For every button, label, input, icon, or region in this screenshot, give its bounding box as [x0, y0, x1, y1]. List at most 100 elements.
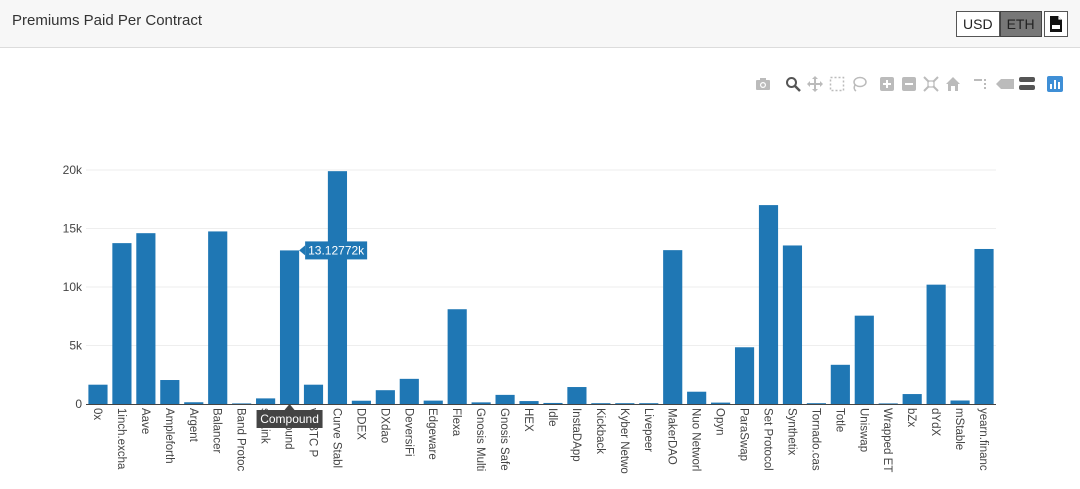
tooltip-value-arrow	[299, 245, 306, 256]
tooltip-category-arrow	[284, 404, 295, 410]
x-tick-label: Totle	[833, 408, 845, 432]
currency-eth-button[interactable]: ETH	[999, 11, 1042, 37]
hover-tooltip: 13.12772k Compound	[256, 241, 368, 428]
x-tick-label: Edgeware	[426, 408, 438, 460]
y-tick-label: 5k	[69, 339, 83, 353]
tooltip-category-box	[256, 410, 323, 428]
bar	[375, 390, 395, 404]
x-tick-label: Synthetix	[785, 408, 797, 456]
bar	[88, 384, 108, 404]
spike-lines-icon[interactable]	[972, 74, 990, 94]
x-tick-label: Band Protoc	[235, 408, 247, 472]
x-tick-label: Aave	[139, 408, 151, 434]
bar	[303, 384, 324, 404]
x-tick-label: dYdX	[929, 408, 941, 436]
reset-axes-icon[interactable]	[944, 74, 962, 94]
x-tick-label: HEX	[522, 408, 534, 432]
currency-toggle: USD ETH	[956, 11, 1042, 37]
autoscale-icon[interactable]	[922, 74, 940, 94]
x-tick-label: Gnosis Multi	[474, 408, 486, 471]
x-tick-label: Idle	[546, 408, 558, 427]
bar	[208, 231, 228, 404]
zoom-out-icon[interactable]	[900, 74, 918, 94]
x-tick-label: Curve Stabl	[330, 408, 342, 468]
x-tick-label: 1inch.excha	[115, 408, 127, 470]
bar	[591, 403, 611, 404]
x-tick-label: Tornado.cas	[809, 408, 821, 471]
bar	[543, 402, 563, 404]
bar	[232, 403, 252, 404]
bar	[160, 380, 180, 404]
x-tick-label: Uniswap	[857, 408, 869, 452]
x-tick-label: mpound	[283, 408, 295, 450]
plotly-logo-icon[interactable]	[1046, 74, 1064, 94]
y-tick-label: 20k	[63, 163, 83, 177]
bar	[950, 400, 970, 404]
camera-icon[interactable]	[754, 74, 772, 94]
bar	[902, 394, 922, 404]
bar	[711, 402, 731, 404]
tooltip-value-box	[305, 241, 368, 260]
closest-hover-icon[interactable]	[1018, 74, 1036, 94]
pan-icon[interactable]	[806, 74, 824, 94]
currency-usd-button[interactable]: USD	[956, 11, 1000, 37]
box-select-icon[interactable]	[828, 74, 846, 94]
y-tick-label: 0	[75, 397, 82, 411]
x-tick-label: mStable	[953, 408, 965, 450]
x-tick-label: ve BTC P	[307, 408, 319, 458]
bar	[687, 391, 707, 404]
bar	[567, 387, 587, 404]
bar	[112, 243, 132, 404]
x-tick-label: Balancer	[211, 408, 223, 454]
x-tick-label: sinLink	[259, 408, 271, 444]
bar	[926, 284, 946, 404]
x-tick-label: Ampleforth	[163, 408, 175, 464]
bar	[399, 378, 419, 404]
bar-series	[88, 171, 994, 404]
x-tick-label: DDEX	[354, 408, 366, 440]
bar	[734, 347, 755, 404]
x-tick-label: InstaDApp	[570, 408, 582, 462]
csv-file-icon	[1050, 16, 1062, 32]
x-tick-label: Wrapped ET	[881, 408, 893, 472]
x-tick-label: DXdao	[378, 408, 390, 443]
bar	[663, 250, 683, 404]
bar	[136, 233, 156, 404]
x-tick-label: ParaSwap	[738, 408, 750, 461]
x-tick-label: DeversiFi	[402, 408, 414, 457]
compare-hover-icon[interactable]	[996, 74, 1014, 94]
bar	[782, 245, 803, 404]
x-axis-labels: 0x 1inch.excha Aave Ampleforth Argent Balance…	[91, 408, 989, 474]
x-tick-label: Opyn	[714, 408, 726, 436]
bar	[615, 403, 635, 404]
y-axis-ticks: 0 5k 10k 15k 20k	[63, 163, 83, 411]
grid-lines	[86, 169, 996, 346]
x-tick-label: MakerDAO	[666, 408, 678, 465]
bar	[639, 403, 659, 404]
bar	[447, 309, 467, 404]
bar	[495, 394, 515, 404]
x-tick-label: Set Protocol	[762, 408, 774, 471]
zoom-icon[interactable]	[784, 74, 802, 94]
x-tick-label: Livepeer	[642, 408, 654, 452]
y-tick-label: 10k	[63, 280, 83, 294]
bar	[423, 400, 443, 404]
bar	[974, 248, 994, 404]
x-tick-label: Nuo Networl	[690, 408, 702, 471]
x-tick-label: 0x	[91, 408, 103, 420]
bar	[184, 402, 204, 404]
y-tick-label: 15k	[63, 222, 83, 236]
x-tick-label: bZx	[905, 408, 917, 427]
plot-toolbar	[750, 74, 1070, 94]
x-tick-label: Kyber Netwo	[618, 408, 630, 474]
lasso-select-icon[interactable]	[850, 74, 868, 94]
bar	[471, 402, 491, 404]
download-csv-button[interactable]	[1044, 11, 1068, 37]
header-bar: Premiums Paid Per Contract USD ETH	[0, 0, 1080, 48]
zoom-in-icon[interactable]	[878, 74, 896, 94]
bar	[279, 250, 300, 404]
tooltip-value-label: 13.12772k	[308, 243, 365, 257]
tooltip-category-label: Compound	[260, 412, 319, 426]
x-tick-label: Flexa	[450, 408, 462, 437]
bar	[327, 171, 348, 404]
